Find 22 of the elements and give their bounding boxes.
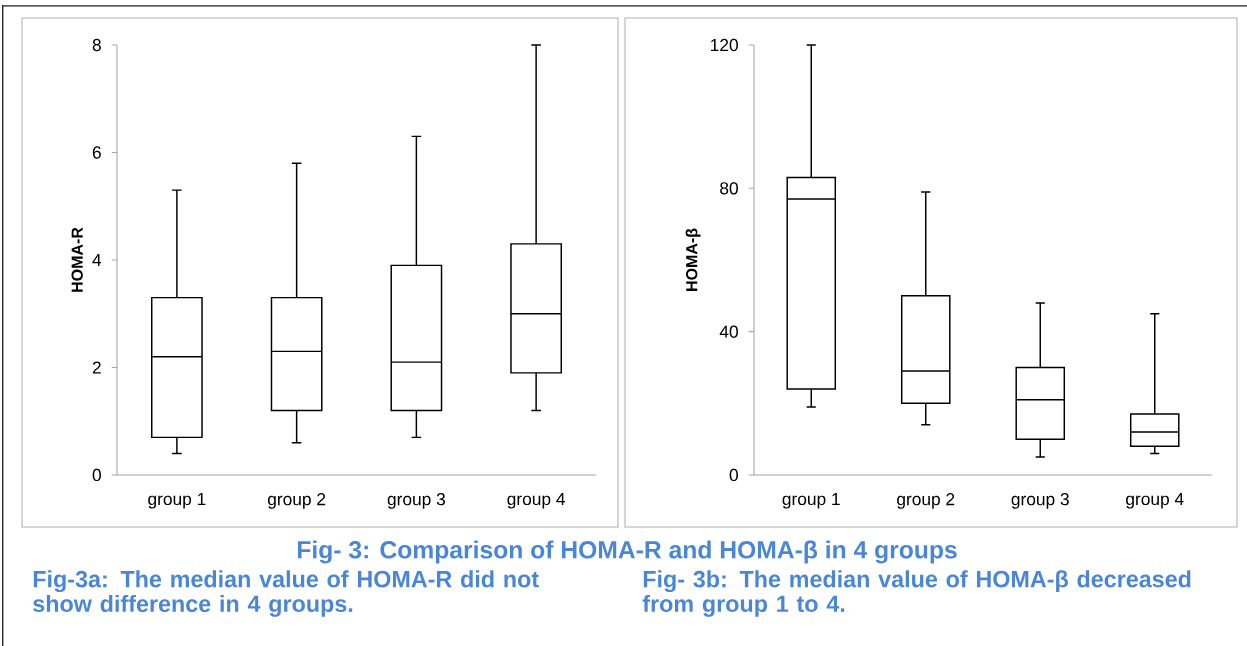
text: Fig- 3b: The median value of HOMA-β decreased from group 1 to 4. (642, 570, 1191, 617)
x-tick-label: group 2 (267, 493, 326, 509)
x-tick-label: group 2 (897, 493, 955, 509)
y-tick-label: 0 (92, 468, 101, 482)
x-tick-label: group 1 (782, 493, 840, 509)
x-tick-label: group 3 (1011, 493, 1069, 509)
y-tick-label: 8 (92, 38, 101, 52)
y-axis-title: HOMA-R (71, 227, 83, 292)
y-tick-label: 6 (92, 146, 101, 159)
x-tick-label: group 4 (507, 493, 565, 509)
text: Fig- 3: Comparison of HOMA-R and HOMA-β in 4 groups (297, 540, 957, 564)
text: Fig-3a: The median value of HOMA-R did not show difference in 4 groups. (33, 570, 539, 617)
x-tick-label: group 3 (387, 493, 445, 509)
y-tick-label: 40 (719, 325, 738, 338)
y-tick-label: 80 (720, 182, 738, 195)
x-tick-label: group 1 (148, 493, 206, 509)
y-axis-title: HOMA-β (685, 228, 701, 291)
x-tick-label: group 4 (1126, 493, 1184, 509)
y-tick-label: 0 (729, 468, 738, 482)
y-tick-label: 120 (711, 38, 738, 52)
y-tick-label: 4 (92, 254, 102, 266)
y-tick-label: 2 (92, 361, 101, 374)
